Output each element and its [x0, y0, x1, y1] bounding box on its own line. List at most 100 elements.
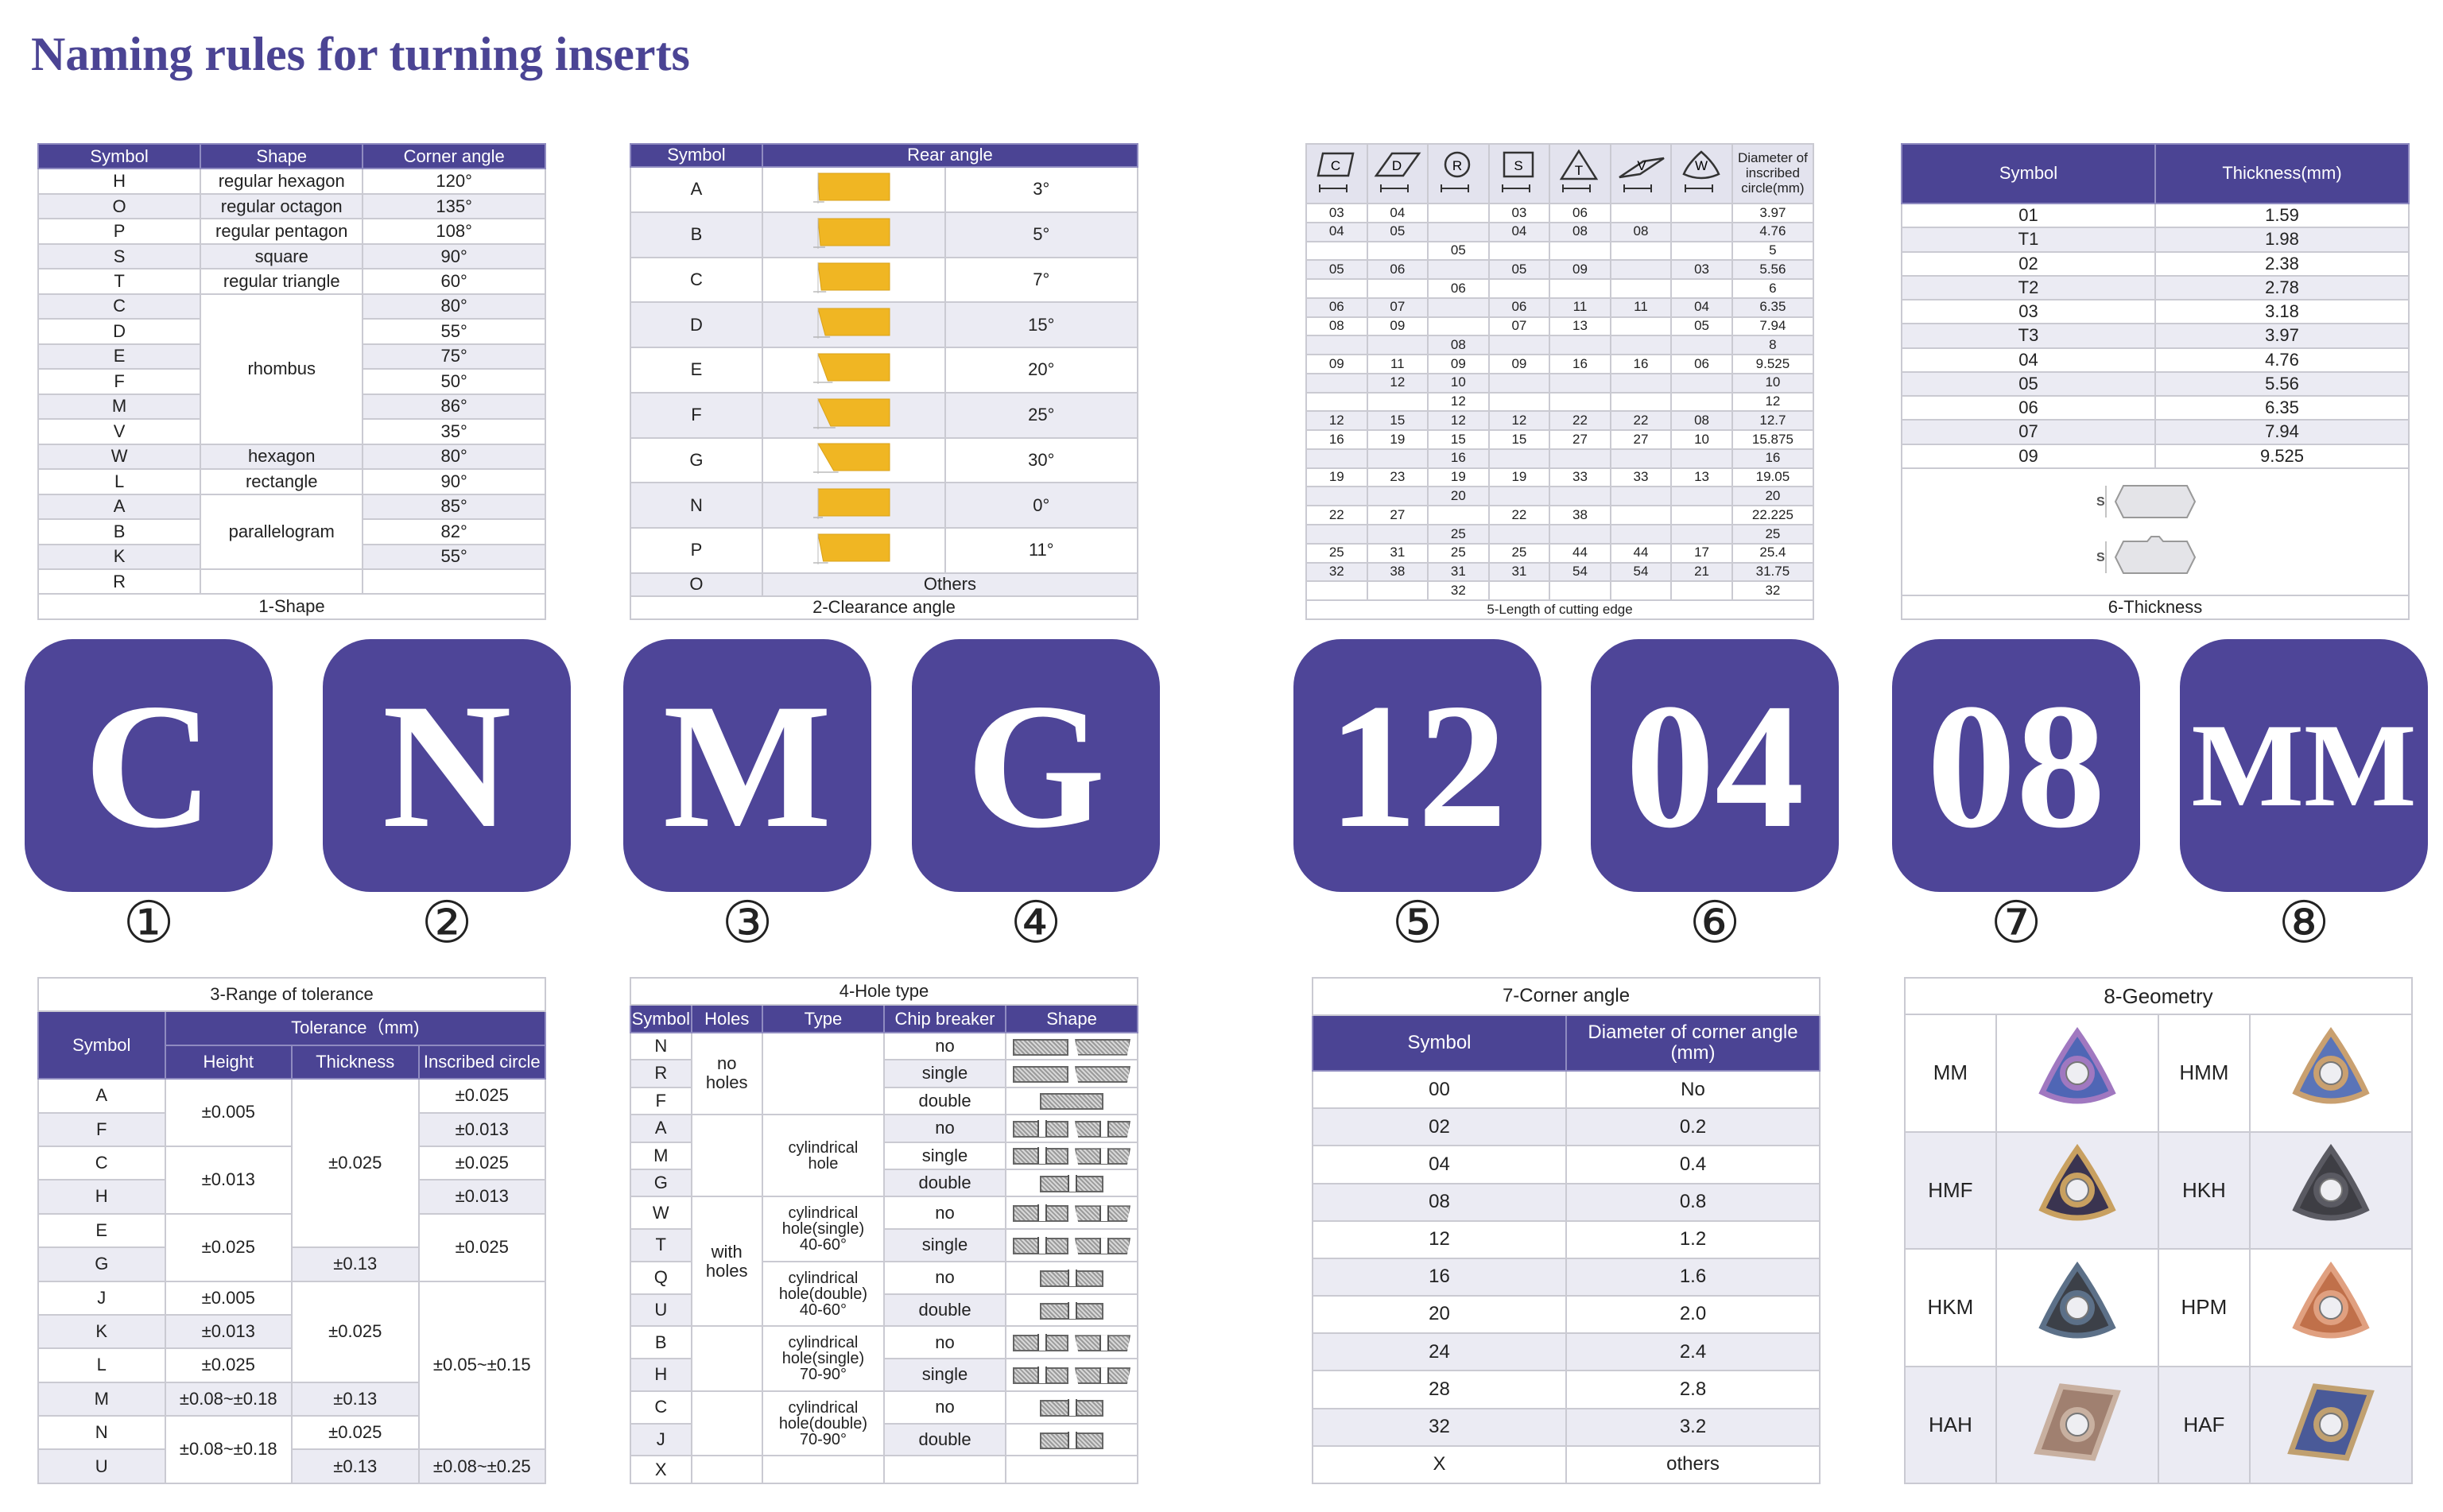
inscribed-circle-cell: ±0.025: [417, 1078, 546, 1114]
symbol-cell: X: [630, 1455, 692, 1484]
table-row: U ±0.13 ±0.08~±0.25: [37, 1448, 546, 1484]
t-cell: [1549, 448, 1611, 469]
s-cell: 06: [1487, 297, 1551, 318]
shape-cell: [1005, 1455, 1138, 1484]
c-cell: 03: [1305, 203, 1368, 223]
r-cell: 08: [1427, 335, 1490, 356]
table-row: 08 0.8: [1312, 1182, 1821, 1222]
type-cell: cylindrical hole(double) 40-60°: [761, 1260, 885, 1328]
t3-grid: 3-Range of tolerance Symbol Tolerance（mm) H…: [37, 976, 546, 1484]
s-cell: [1487, 448, 1551, 469]
shape-cell: [1005, 1114, 1138, 1143]
c-cell: 04: [1305, 221, 1368, 242]
v-cell: 54: [1609, 561, 1673, 583]
r-cell: [1427, 316, 1490, 337]
d-cell: [1366, 240, 1429, 262]
symbol-cell: W: [630, 1196, 692, 1231]
corner-diameter-cell: 1.6: [1565, 1257, 1821, 1297]
table-row: 24 2.4: [1312, 1332, 1821, 1372]
w-cell: 13: [1670, 467, 1733, 488]
v-cell: [1609, 203, 1673, 223]
height-cell: ±0.013: [164, 1145, 293, 1215]
w-cell: [1670, 391, 1733, 413]
shape-cell: [200, 568, 364, 595]
chip-breaker-cell: no: [882, 1260, 1007, 1295]
insert-hmm-icon: [2292, 1026, 2370, 1104]
shape-s-header: S: [1487, 143, 1551, 204]
position-marker-1: ①: [122, 889, 175, 956]
t-cell: 06: [1549, 203, 1611, 223]
w-cell: [1670, 580, 1733, 602]
symbol-cell: 03: [1901, 298, 2156, 325]
t-cell: 09: [1549, 259, 1611, 281]
caption-row: 4-Hole type: [630, 976, 1138, 1006]
r-cell: 32: [1427, 580, 1490, 602]
w-cell: 05: [1670, 316, 1733, 337]
table-row: O Others: [630, 572, 1139, 597]
v-cell: 16: [1609, 354, 1673, 374]
hole-icon: [1037, 1237, 1048, 1254]
geometry-label: HKH: [2157, 1130, 2251, 1250]
symbol-cell: F: [630, 391, 763, 439]
inscribed-circle-cell: ±0.025: [417, 1145, 546, 1181]
symbol-cell: B: [630, 1325, 692, 1360]
r-cell: 09: [1427, 354, 1490, 374]
symbol-cell: C: [630, 256, 763, 304]
chip-breaker-cell: double: [882, 1422, 1007, 1457]
hole-icon: [1099, 1205, 1110, 1222]
c-cell: 22: [1305, 505, 1368, 526]
insert-mm-icon: [2038, 1026, 2116, 1104]
hole-icon: [1037, 1119, 1048, 1137]
s-cell: 07: [1487, 316, 1551, 337]
column-header: Symbol: [1901, 143, 2156, 204]
table-row: G ±0.13: [37, 1246, 545, 1282]
insert-image: [2248, 1014, 2414, 1133]
corner-angle-cell: 108°: [362, 218, 546, 245]
insert-section-icon: [1040, 1093, 1104, 1111]
shape-cell: parallelogram: [200, 493, 364, 570]
shape-cell: [1005, 1390, 1138, 1425]
column-header: Inscribed circle: [417, 1044, 546, 1080]
table-row: 09 9.525: [1901, 443, 2410, 469]
insert-image: [2248, 1130, 2414, 1250]
table-caption: 2-Clearance angle: [630, 595, 1138, 621]
t2-grid: Symbol Rear angle A 3° B 5° C 7° D 15° E 20° F 25° G 30…: [630, 142, 1139, 621]
symbol-cell: E: [37, 343, 202, 370]
hole-icon: [1099, 1367, 1110, 1384]
diameter-cell: 9.525: [1731, 354, 1815, 374]
holes-cell: no holes: [690, 1031, 763, 1116]
insert-haf-icon: [2287, 1383, 2375, 1462]
corner-angle-cell: 82°: [362, 518, 546, 545]
shape-t-header: T: [1549, 143, 1611, 204]
s-cell: [1487, 240, 1551, 262]
diameter-cell: 3.97: [1731, 203, 1815, 223]
insert-profile-cell: [761, 211, 946, 258]
table-row: 08 8: [1305, 335, 1815, 356]
t-cell: 13: [1549, 316, 1611, 337]
symbol-cell: V: [37, 418, 202, 445]
rear-angle-cell: 7°: [944, 256, 1139, 304]
insert-section-icon: [1040, 1398, 1104, 1417]
caption-row: 7-Corner angle: [1312, 976, 1821, 1017]
thickness-cell: 3.97: [2154, 323, 2410, 349]
symbol-cell: J: [630, 1422, 692, 1457]
shape-r-icon: R: [1441, 151, 1471, 193]
v-cell: [1609, 372, 1673, 394]
code-tile-6: 04: [1591, 639, 1839, 892]
insert-section-icon: [1013, 1237, 1069, 1255]
r-cell: 19: [1427, 467, 1490, 488]
insert-hkm-icon: [2038, 1261, 2116, 1339]
rear-angle-cell: 30°: [944, 436, 1139, 484]
insert-image: [1995, 1014, 2159, 1133]
s-cell: 04: [1487, 221, 1551, 242]
table-caption: 8-Geometry: [1904, 977, 2413, 1015]
corner-angle-cell: 75°: [362, 343, 546, 370]
shape-cell: [1005, 1325, 1138, 1360]
r-cell: [1427, 259, 1490, 281]
table-row: E ±0.025 ±0.025: [37, 1212, 546, 1282]
column-header: Symbol: [630, 142, 763, 169]
symbol-cell: N: [630, 482, 763, 529]
